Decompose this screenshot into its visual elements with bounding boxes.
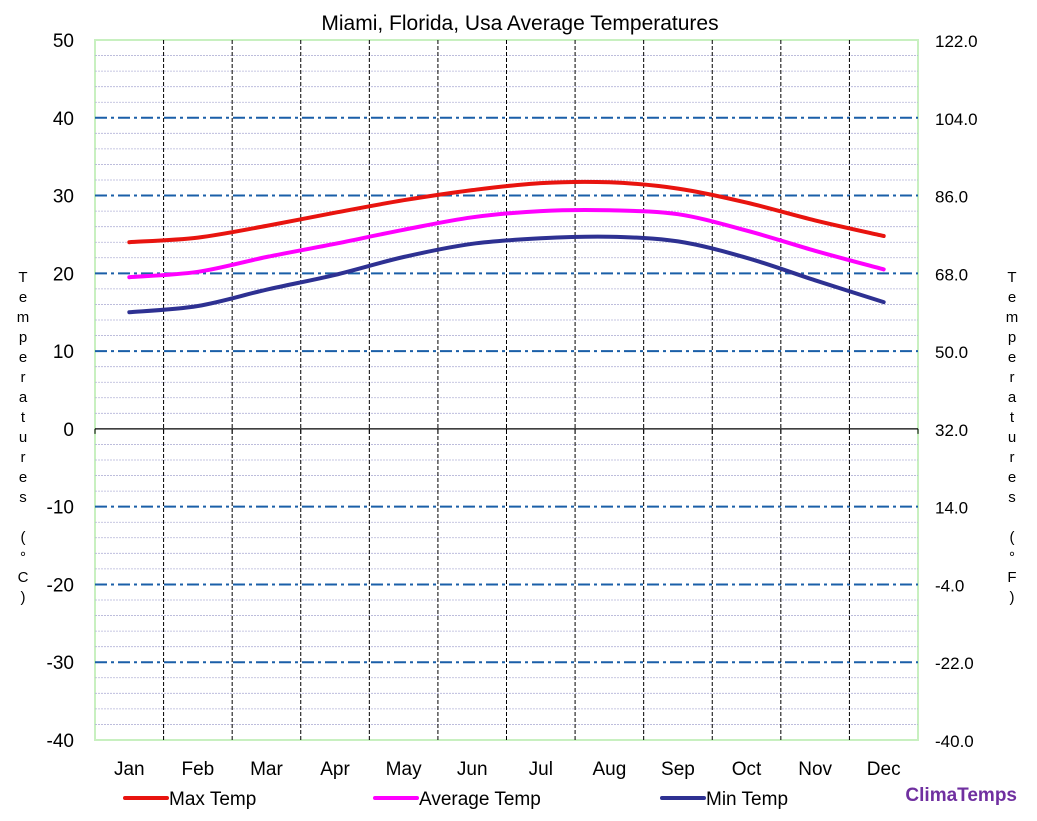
y-tick-label-left: 30 bbox=[53, 187, 74, 208]
y-tick-label-left: 10 bbox=[53, 342, 74, 363]
y-tick-label-right: -4.0 bbox=[935, 576, 964, 595]
y-tick-label-right: 50.0 bbox=[935, 343, 968, 362]
y-tick-label-left: 50 bbox=[53, 31, 74, 52]
x-tick-label: Nov bbox=[798, 759, 832, 780]
x-tick-label: Sep bbox=[661, 759, 695, 780]
legend-label-max-temp: Max Temp bbox=[169, 789, 256, 810]
y-tick-label-right: 122.0 bbox=[935, 32, 978, 51]
tick-labels: 50 40 30 20 10 0 -10 -20 -30 -40 122.0 104.0 86.0 68.… bbox=[47, 31, 978, 780]
x-tick-label: Dec bbox=[867, 759, 901, 780]
x-tick-label: Aug bbox=[592, 759, 626, 780]
x-tick-label: Jun bbox=[457, 759, 488, 780]
y-tick-label-left: -40 bbox=[47, 731, 74, 752]
x-tick-label: Jan bbox=[114, 759, 145, 780]
series-line-max-temp bbox=[127, 179, 886, 245]
x-tick-label: Jul bbox=[529, 759, 553, 780]
y-tick-label-right: -22.0 bbox=[935, 654, 974, 673]
series-lines bbox=[127, 179, 886, 315]
y-tick-label-left: 20 bbox=[53, 264, 74, 285]
brand-logo: ClimaTemps bbox=[905, 785, 1017, 806]
legend: Max Temp Average Temp Min Temp bbox=[123, 789, 788, 810]
y-tick-label-right: 32.0 bbox=[935, 421, 968, 440]
grid-lines bbox=[94, 39, 919, 741]
y-tick-label-right: -40.0 bbox=[935, 732, 974, 751]
axes bbox=[94, 428, 919, 434]
series-line-min-temp bbox=[127, 234, 886, 315]
x-tick-label: Mar bbox=[250, 759, 283, 780]
y-tick-label-left: 0 bbox=[63, 420, 74, 441]
x-tick-label: Apr bbox=[320, 759, 350, 780]
y-tick-label-left: -20 bbox=[47, 575, 74, 596]
y-tick-label-right: 68.0 bbox=[935, 265, 968, 284]
x-tick-label: May bbox=[386, 759, 422, 780]
y-tick-label-left: 40 bbox=[53, 109, 74, 130]
y-tick-label-left: -30 bbox=[47, 653, 74, 674]
x-tick-label: Oct bbox=[732, 759, 762, 780]
legend-label-average-temp: Average Temp bbox=[419, 789, 541, 810]
chart-title: Miami, Florida, Usa Average Temperatures bbox=[321, 12, 718, 35]
y-tick-label-left: -10 bbox=[47, 498, 74, 519]
y-tick-label-right: 86.0 bbox=[935, 188, 968, 207]
series-line-average-temp bbox=[127, 208, 886, 280]
y-tick-label-right: 104.0 bbox=[935, 110, 978, 129]
legend-label-min-temp: Min Temp bbox=[706, 789, 788, 810]
x-tick-label: Feb bbox=[182, 759, 215, 780]
y-tick-label-right: 14.0 bbox=[935, 499, 968, 518]
